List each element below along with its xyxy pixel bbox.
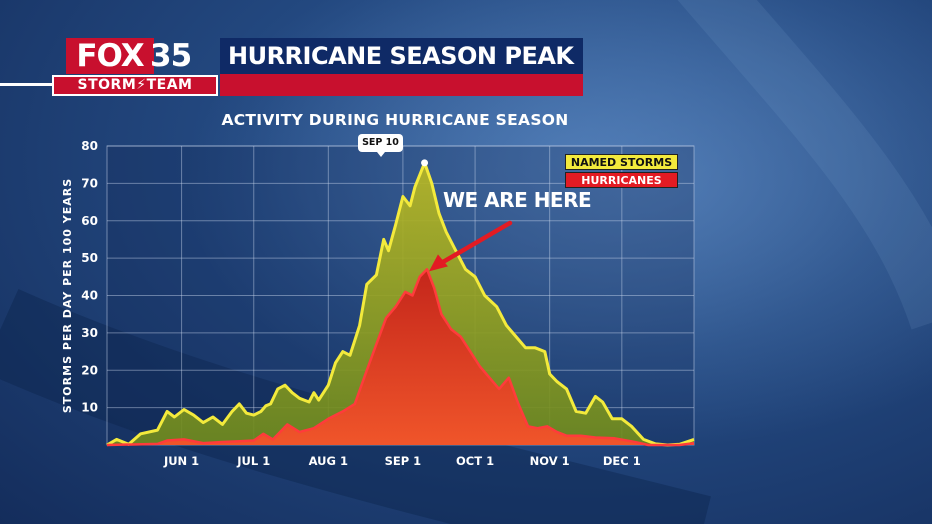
title-underline-bar bbox=[220, 74, 583, 96]
y-tick-label: 50 bbox=[81, 251, 98, 265]
fox-logo: FOX bbox=[66, 38, 154, 74]
y-tick-label: 60 bbox=[81, 214, 98, 228]
we-are-here-label: WE ARE HERE bbox=[443, 188, 592, 212]
x-tick-label: JUN 1 bbox=[163, 454, 199, 468]
y-tick-label: 10 bbox=[81, 401, 98, 415]
legend-hurricanes: HURRICANES bbox=[565, 172, 678, 188]
x-tick-label: JUL 1 bbox=[236, 454, 270, 468]
y-tick-label: 80 bbox=[81, 139, 98, 153]
channel-number: 35 bbox=[150, 38, 192, 74]
x-tick-label: DEC 1 bbox=[603, 454, 641, 468]
chart-title: ACTIVITY DURING HURRICANE SEASON bbox=[221, 111, 569, 129]
y-tick-label: 30 bbox=[81, 326, 98, 340]
annotation-arrow-head bbox=[428, 254, 448, 272]
x-tick-label: NOV 1 bbox=[530, 454, 570, 468]
hurricanes-line bbox=[106, 268, 695, 447]
legend-named-storms: NAMED STORMS bbox=[565, 154, 678, 170]
y-axis-label: STORMS PER DAY PER 100 YEARS bbox=[61, 178, 74, 413]
x-tick-label: SEP 1 bbox=[385, 454, 422, 468]
storm-team-badge: STORM⚡TEAM bbox=[52, 75, 218, 96]
chart-legend: NAMED STORMS HURRICANES bbox=[565, 154, 678, 188]
named-storms-line bbox=[106, 161, 695, 447]
y-tick-label: 40 bbox=[81, 289, 98, 303]
header-rule bbox=[0, 83, 60, 86]
hurricanes-area bbox=[107, 269, 694, 445]
y-tick-label: 20 bbox=[81, 363, 98, 377]
x-tick-label: OCT 1 bbox=[456, 454, 494, 468]
peak-marker bbox=[421, 159, 429, 167]
y-tick-label: 70 bbox=[81, 176, 98, 190]
x-tick-label: AUG 1 bbox=[309, 454, 348, 468]
peak-date-callout: SEP 10 bbox=[358, 134, 403, 157]
page-title: HURRICANE SEASON PEAK bbox=[220, 38, 583, 74]
annotation-arrow-shaft bbox=[436, 220, 513, 267]
